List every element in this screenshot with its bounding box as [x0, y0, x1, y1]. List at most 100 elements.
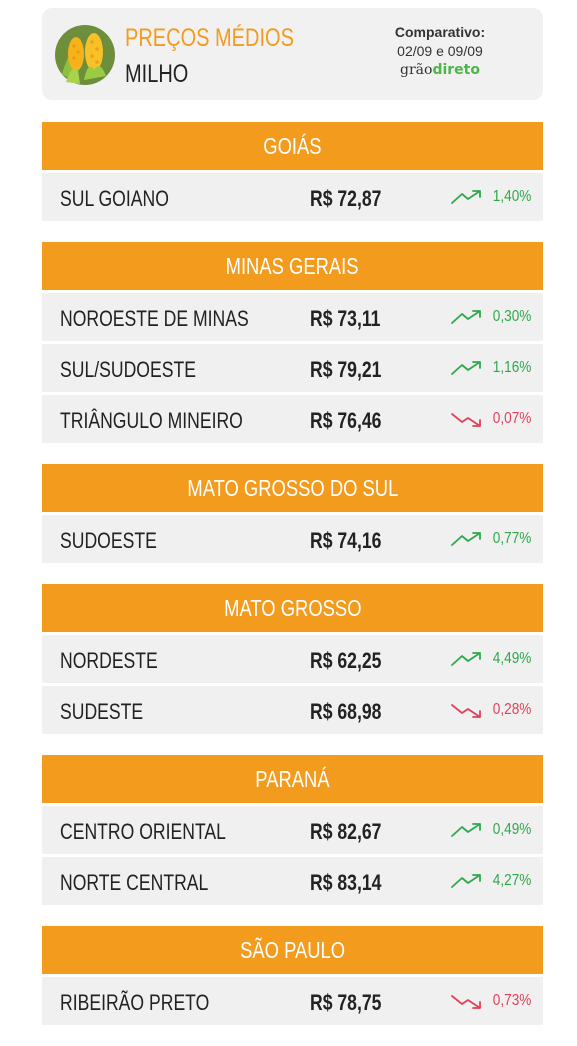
state-header: SÃO PAULO: [42, 926, 543, 974]
state-name: MATO GROSSO DO SUL: [187, 474, 398, 501]
change-value: 4,27%: [492, 872, 531, 889]
region-cell: SUDOESTE: [60, 528, 181, 554]
state-header: GOIÁS: [42, 122, 543, 170]
change-cell: 0,73%: [450, 992, 531, 1010]
change-cell: 4,27%: [450, 872, 531, 890]
price-cell: R$ 68,98: [310, 699, 399, 725]
corn-icon: [55, 25, 115, 85]
region-name: SUDOESTE: [60, 528, 157, 553]
trend-up-icon: [450, 874, 481, 888]
trend-up-icon: [450, 361, 481, 375]
product: MILHO: [125, 60, 204, 89]
title-text: PREÇOS MÉDIOS: [125, 24, 294, 52]
region-name: RIBEIRÃO PRETO: [60, 990, 210, 1015]
region-cell: RIBEIRÃO PRETO: [60, 990, 247, 1016]
price-row: NORDESTE R$ 62,25 4,49%: [42, 635, 543, 683]
header-card: PREÇOS MÉDIOS MILHO Comparativo: 02/09 e…: [42, 8, 543, 100]
state-header: PARANÁ: [42, 755, 543, 803]
price-row: SUDESTE R$ 68,98 0,28%: [42, 686, 543, 734]
state-name: PARANÁ: [255, 765, 330, 792]
price-row: CENTRO ORIENTAL R$ 82,67 0,49%: [42, 806, 543, 854]
region-name: TRIÂNGULO MINEIRO: [60, 408, 243, 433]
trend-down-icon: [450, 413, 481, 427]
price-cell: R$ 62,25: [310, 648, 399, 674]
price-cell: R$ 79,21: [310, 357, 399, 383]
price-value: R$ 82,67: [310, 819, 382, 844]
price-cell: R$ 76,46: [310, 408, 399, 434]
price-row: NORTE CENTRAL R$ 83,14 4,27%: [42, 857, 543, 905]
region-name: CENTRO ORIENTAL: [60, 819, 226, 844]
region-name: NORDESTE: [60, 648, 158, 673]
title: PREÇOS MÉDIOS: [125, 24, 336, 53]
price-row: SUL/SUDOESTE R$ 79,21 1,16%: [42, 344, 543, 392]
trend-up-icon: [450, 190, 481, 204]
change-value: 0,28%: [492, 701, 531, 718]
change-value: 4,49%: [492, 650, 531, 667]
price-row: SUDOESTE R$ 74,16 0,77%: [42, 515, 543, 563]
brand-part: grão: [400, 62, 433, 78]
change-value: 0,77%: [492, 530, 531, 547]
brand-part: direto: [432, 62, 480, 78]
region-name: NOROESTE DE MINAS: [60, 306, 249, 331]
region-name: SUDESTE: [60, 699, 144, 724]
price-value: R$ 83,14: [310, 870, 382, 895]
change-value: 0,49%: [492, 821, 531, 838]
price-value: R$ 73,11: [310, 306, 381, 331]
price-value: R$ 62,25: [310, 648, 382, 673]
price-cell: R$ 78,75: [310, 990, 399, 1016]
change-value: 0,73%: [492, 992, 531, 1009]
change-value: 0,07%: [492, 410, 531, 427]
region-cell: NORTE CENTRAL: [60, 870, 245, 896]
change-cell: 1,16%: [450, 359, 531, 377]
region-name: SUL GOIANO: [60, 186, 169, 211]
region-section: MATO GROSSO NORDESTE R$ 62,25 4,49% SUDESTE R…: [42, 584, 543, 734]
change-value: 0,30%: [492, 308, 531, 325]
price-row: RIBEIRÃO PRETO R$ 78,75 0,73%: [42, 977, 543, 1025]
price-value: R$ 68,98: [310, 699, 382, 724]
price-row: TRIÂNGULO MINEIRO R$ 76,46 0,07%: [42, 395, 543, 443]
price-cell: R$ 82,67: [310, 819, 399, 845]
region-cell: SUDESTE: [60, 699, 164, 725]
state-name: SÃO PAULO: [239, 936, 345, 963]
state-header: MINAS GERAIS: [42, 242, 543, 290]
price-value: R$ 74,16: [310, 528, 382, 553]
trend-up-icon: [450, 652, 481, 666]
region-section: MATO GROSSO DO SUL SUDOESTE R$ 74,16 0,77%: [42, 464, 543, 563]
comparison: Comparativo: 02/09 e 09/09 grãodireto: [375, 24, 505, 78]
region-section: MINAS GERAIS NOROESTE DE MINAS R$ 73,11 0,3…: [42, 242, 543, 443]
change-cell: 1,40%: [450, 188, 531, 206]
trend-up-icon: [450, 823, 481, 837]
page: {"header": {"title": "PREÇOS MÉDIOS", "p…: [42, 8, 543, 1025]
change-cell: 0,77%: [450, 530, 531, 548]
price-cell: R$ 83,14: [310, 870, 399, 896]
change-cell: 0,28%: [450, 701, 531, 719]
price-row: NOROESTE DE MINAS R$ 73,11 0,30%: [42, 293, 543, 341]
change-cell: 4,49%: [450, 650, 531, 668]
change-cell: 0,30%: [450, 308, 531, 326]
price-value: R$ 78,75: [310, 990, 382, 1015]
change-value: 1,16%: [492, 359, 531, 376]
price-value: R$ 79,21: [310, 357, 382, 382]
price-cell: R$ 72,87: [310, 186, 399, 212]
region-cell: NORDESTE: [60, 648, 182, 674]
product-text: MILHO: [125, 60, 189, 88]
region-name: SUL/SUDOESTE: [60, 357, 196, 382]
region-cell: CENTRO ORIENTAL: [60, 819, 267, 845]
change-value: 1,40%: [492, 188, 531, 205]
price-value: R$ 76,46: [310, 408, 382, 433]
trend-up-icon: [450, 532, 481, 546]
price-list: GOIÁS SUL GOIANO R$ 72,87 1,40% MINAS GERAIS…: [42, 122, 543, 1046]
region-cell: NOROESTE DE MINAS: [60, 306, 296, 332]
state-name: GOIÁS: [263, 132, 322, 159]
region-name: NORTE CENTRAL: [60, 870, 209, 895]
comparison-dates: 02/09 e 09/09: [397, 43, 483, 59]
brand-logo: grãodireto: [375, 62, 505, 78]
region-section: SÃO PAULO RIBEIRÃO PRETO R$ 78,75 0,73%: [42, 926, 543, 1025]
change-cell: 0,49%: [450, 821, 531, 839]
change-cell: 0,07%: [450, 410, 531, 428]
comparison-label: Comparativo:: [394, 24, 486, 40]
price-cell: R$ 74,16: [310, 528, 399, 554]
trend-down-icon: [450, 995, 481, 1009]
region-section: GOIÁS SUL GOIANO R$ 72,87 1,40%: [42, 122, 543, 221]
region-cell: TRIÂNGULO MINEIRO: [60, 408, 289, 434]
